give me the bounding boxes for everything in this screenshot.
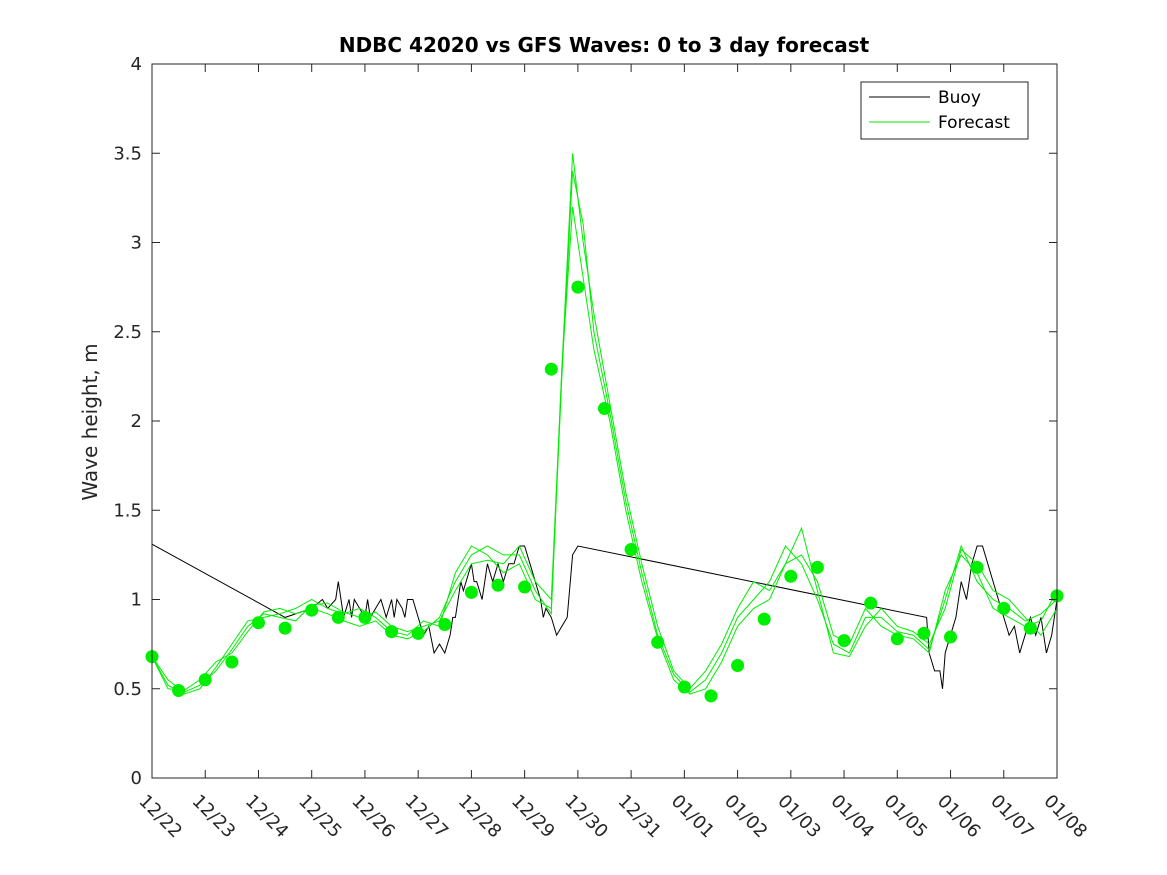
forecast-marker (278, 621, 292, 635)
forecast-marker (837, 634, 851, 648)
y-tick-label: 4 (131, 54, 142, 75)
forecast-marker (411, 626, 425, 640)
forecast-marker (864, 596, 878, 610)
chart-title: NDBC 42020 vs GFS Waves: 0 to 3 day fore… (339, 33, 870, 57)
forecast-marker (571, 280, 585, 294)
y-axis-ticks: 0 0.5 1 1.5 2 2.5 3 3.5 4 (113, 54, 1057, 789)
forecast-marker (731, 659, 745, 672)
forecast-marker (331, 610, 345, 624)
forecast-marker (358, 610, 372, 624)
forecast-marker (784, 569, 798, 583)
forecast-marker (997, 601, 1011, 615)
forecast-marker (810, 560, 824, 574)
y-tick-label: 0.5 (113, 679, 142, 700)
forecast-marker (172, 684, 186, 697)
forecast-marker (198, 673, 212, 687)
forecast-marker (491, 578, 505, 592)
y-tick-label: 3 (131, 233, 142, 254)
legend-buoy-label: Buoy (938, 88, 981, 108)
y-tick-label: 0 (131, 768, 142, 789)
forecast-marker (518, 580, 532, 594)
plot-content (145, 153, 1064, 703)
legend-forecast-label: Forecast (938, 113, 1010, 133)
y-tick-label: 2 (131, 411, 142, 432)
y-axis-label: Wave height, m (78, 343, 102, 500)
forecast-series-line-2 (151, 171, 1058, 695)
legend-box (860, 81, 1029, 140)
forecast-marker (890, 632, 904, 646)
y-tick-label: 1.5 (113, 500, 142, 521)
forecast-marker (252, 616, 265, 630)
y-tick-label: 3.5 (113, 143, 142, 164)
forecast-marker (1023, 621, 1037, 635)
legend: Buoy Forecast (860, 81, 1029, 140)
forecast-marker (651, 635, 665, 649)
forecast-marker (225, 655, 239, 669)
forecast-marker (704, 689, 718, 703)
forecast-marker (757, 612, 771, 626)
y-tick-label: 1 (131, 590, 142, 611)
forecast-marker (624, 543, 638, 556)
forecast-marker (944, 630, 957, 644)
forecast-marker (464, 585, 478, 599)
forecast-marker (305, 603, 319, 617)
forecast-marker (970, 560, 984, 574)
forecast-marker (385, 625, 399, 639)
forecast-marker (917, 626, 931, 640)
y-tick-label: 2.5 (113, 322, 142, 343)
forecast-marker (677, 680, 691, 694)
forecast-marker (438, 618, 452, 631)
forecast-marker (598, 402, 611, 415)
buoy-series-line (151, 543, 1058, 689)
forecast-marker (544, 362, 558, 376)
